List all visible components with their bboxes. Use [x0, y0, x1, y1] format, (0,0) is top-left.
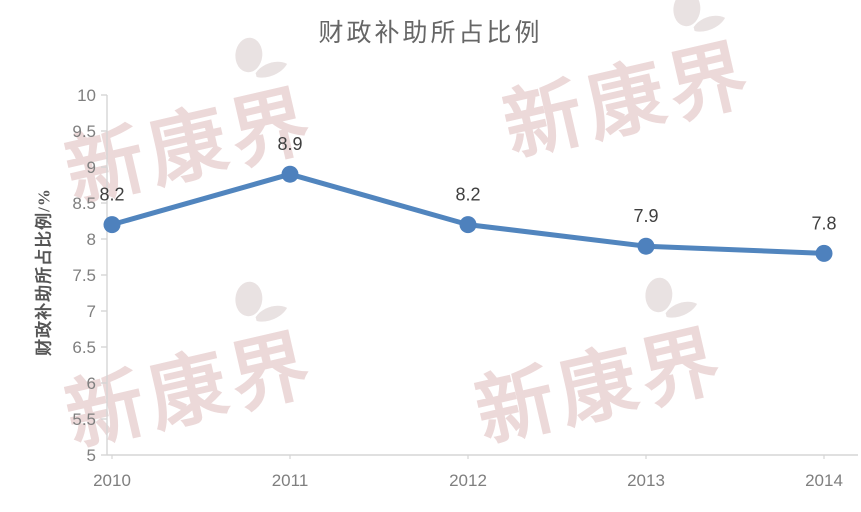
x-tick-label: 2012 — [449, 471, 487, 490]
data-point-label: 8.2 — [99, 185, 124, 205]
x-tick-label: 2010 — [93, 471, 131, 490]
y-tick-label: 9 — [87, 158, 96, 177]
y-tick-label: 9.5 — [72, 122, 96, 141]
y-tick-label: 7.5 — [72, 266, 96, 285]
data-point-label: 7.9 — [633, 206, 658, 226]
y-tick-label: 5.5 — [72, 410, 96, 429]
y-tick-label: 7 — [87, 302, 96, 321]
y-axis-title: 财政补助所占比例/% — [34, 188, 54, 356]
data-point-marker — [637, 237, 655, 255]
y-tick-label: 6.5 — [72, 338, 96, 357]
data-point-marker — [815, 244, 833, 262]
y-tick-label: 5 — [87, 446, 96, 465]
y-tick-label: 6 — [87, 374, 96, 393]
x-tick-label: 2011 — [272, 471, 309, 490]
y-tick-label: 8 — [87, 230, 96, 249]
data-point-label: 8.2 — [455, 185, 480, 205]
data-point-marker — [459, 216, 477, 234]
data-point-label: 8.9 — [277, 134, 302, 154]
data-point-label: 7.8 — [811, 213, 836, 233]
data-point-marker — [281, 165, 299, 183]
x-tick-label: 2013 — [627, 471, 665, 490]
y-tick-label: 10 — [77, 86, 96, 105]
data-point-marker — [103, 216, 121, 234]
x-tick-label: 2014 — [805, 471, 843, 490]
y-tick-label: 8.5 — [72, 194, 96, 213]
chart-title: 财政补助所占比例 — [318, 20, 543, 47]
